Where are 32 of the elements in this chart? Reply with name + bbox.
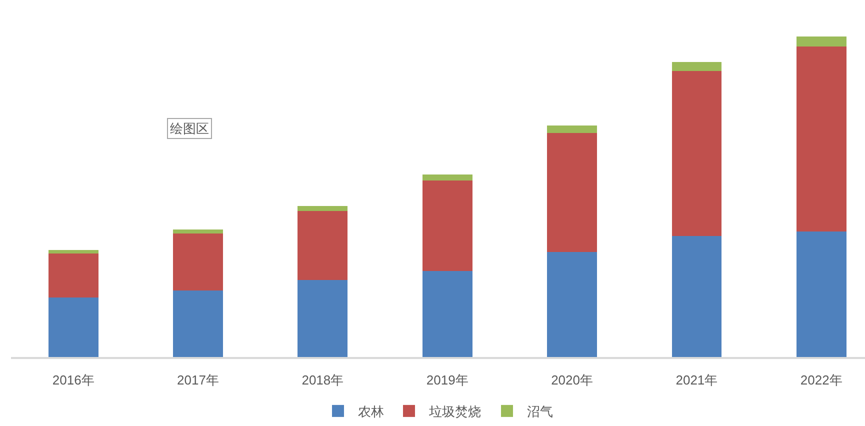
- bar: [672, 71, 722, 236]
- bar: [48, 250, 98, 254]
- bar: [672, 236, 722, 357]
- legend-label: 垃圾焚烧: [428, 404, 481, 420]
- legend-label: 沼气: [527, 404, 553, 420]
- x-tick-label: 2016年: [52, 372, 94, 388]
- bar: [422, 174, 472, 180]
- bar: [547, 252, 597, 357]
- bar: [173, 234, 223, 290]
- bar: [48, 253, 98, 298]
- bar: [298, 211, 348, 280]
- annotation: 绘图区: [170, 121, 209, 136]
- bar: [173, 290, 223, 357]
- bar: [796, 46, 846, 232]
- x-tick-label: 2018年: [302, 372, 344, 388]
- x-tick-label: 2017年: [177, 372, 219, 388]
- bar: [796, 231, 846, 357]
- x-tick-label: 2019年: [426, 372, 468, 388]
- bar: [298, 206, 348, 212]
- bar: [422, 270, 472, 357]
- bar: [672, 62, 722, 72]
- bar: [422, 180, 472, 271]
- bar: [547, 126, 597, 133]
- x-tick-label: 2020年: [551, 372, 593, 388]
- x-tick-label: 2022年: [800, 372, 842, 388]
- bar: [796, 36, 846, 46]
- bar: [48, 297, 98, 357]
- bar: [298, 280, 348, 357]
- bar: [547, 132, 597, 252]
- legend-label: 农林: [358, 404, 384, 420]
- bar: [173, 230, 223, 234]
- x-tick-label: 2021年: [676, 372, 718, 388]
